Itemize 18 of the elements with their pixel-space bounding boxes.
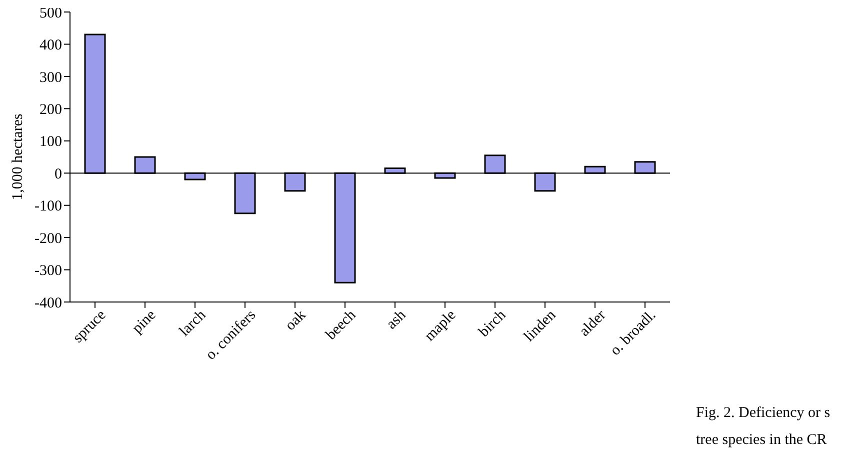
x-tick-label: larch [176,306,210,340]
y-tick-label: -100 [34,198,62,215]
x-tick-label: oak [282,306,310,334]
y-tick-label: 200 [40,102,62,118]
caption: Fig. 2. Deficiency or s [696,404,830,423]
y-tick-label: 300 [40,70,62,86]
y-tick-label: -200 [34,230,62,247]
y-tick-label: -300 [34,263,62,280]
x-tick-label: pine [130,306,160,337]
x-tick-label: ash [384,306,410,333]
x-tick-label: alder [576,307,610,340]
y-tick-label: 0 [54,166,62,182]
x-tick-label: birch [476,306,510,340]
y-tick-label: -400 [34,295,62,312]
text: tree species in the CR [696,431,828,450]
y-tick-label: 100 [40,134,62,150]
y-axis-title: 1,000 hectares [10,114,26,200]
y-tick-label: 400 [40,38,62,54]
